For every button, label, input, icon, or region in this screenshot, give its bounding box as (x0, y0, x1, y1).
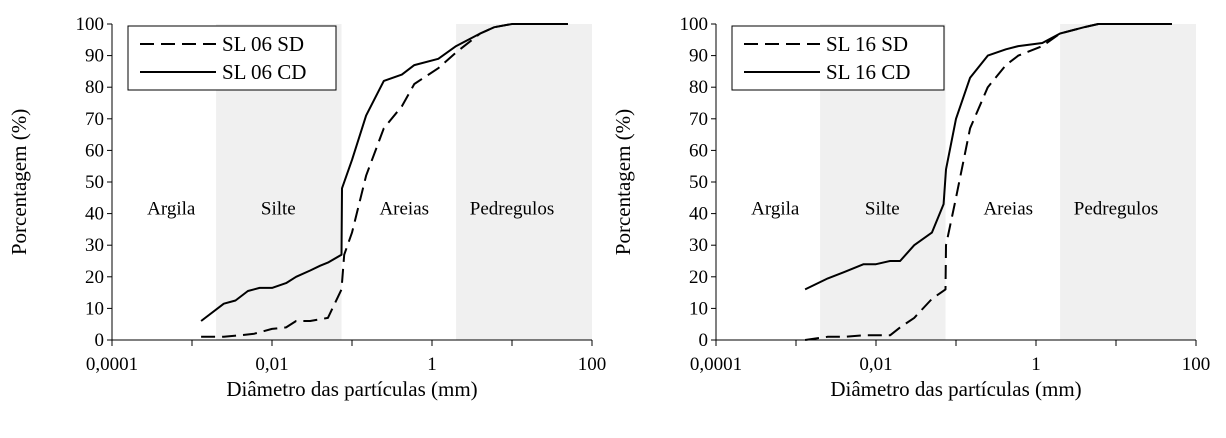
region-label: Silte (865, 198, 900, 219)
legend: SL 06 SD SL 06 CD (127, 25, 337, 91)
region-label: Argila (147, 198, 196, 219)
x-tick-label: 0,0001 (86, 354, 138, 375)
y-tick-label: 20 (85, 267, 104, 288)
x-tick-label: 0,01 (859, 354, 892, 375)
legend-label: SL 16 CD (826, 60, 910, 84)
x-tick-label: 100 (578, 354, 607, 375)
y-tick-label: 40 (689, 204, 708, 225)
y-tick-label: 70 (689, 109, 708, 130)
x-tick-label: 100 (1182, 354, 1211, 375)
y-tick-label: 80 (689, 77, 708, 98)
series-line-solid (200, 23, 568, 322)
x-tick-label: 0,01 (255, 354, 288, 375)
region-label: Pedregulos (470, 198, 554, 219)
chart-panel-1: Argila Silte Areias Pedregulos 0 10 20 30 40 50 60… (7, 14, 606, 401)
x-axis-title: Diâmetro das partículas (mm) (830, 377, 1081, 401)
y-tick-label: 100 (680, 14, 709, 35)
x-tick-label: 1 (1031, 354, 1041, 375)
legend-label: SL 06 SD (222, 32, 304, 56)
y-tick-label: 0 (699, 330, 709, 351)
region-label: Areias (379, 198, 429, 219)
y-tick-label: 60 (689, 140, 708, 161)
y-tick-label: 30 (85, 235, 104, 256)
y-tick-label: 90 (689, 46, 708, 67)
region-label: Areias (983, 198, 1033, 219)
region-label: Silte (261, 198, 296, 219)
y-axis-title: Porcentagem (%) (611, 109, 635, 255)
y-tick-label: 20 (689, 267, 708, 288)
y-axis-title: Porcentagem (%) (7, 109, 31, 255)
legend-label: SL 06 CD (222, 60, 306, 84)
legend: SL 16 SD SL 16 CD (731, 25, 945, 91)
legend-label: SL 16 SD (826, 32, 908, 56)
y-tick-label: 60 (85, 140, 104, 161)
x-axis-title: Diâmetro das partículas (mm) (226, 377, 477, 401)
y-tick-label: 80 (85, 77, 104, 98)
y-tick-label: 0 (95, 330, 105, 351)
chart-panel-2: Argila Silte Areias Pedregulos 0 10 20 30 40 50 60… (611, 14, 1210, 401)
y-tick-label: 70 (85, 109, 104, 130)
region-label: Argila (751, 198, 800, 219)
legend-box (731, 25, 945, 91)
y-tick-label: 50 (689, 172, 708, 193)
region-label: Pedregulos (1074, 198, 1158, 219)
shaded-band (456, 24, 592, 340)
series-line-solid (804, 23, 1172, 291)
x-tick-label: 1 (427, 354, 437, 375)
y-tick-label: 100 (76, 14, 105, 35)
legend-box (127, 25, 337, 91)
shaded-band (1060, 24, 1196, 340)
y-tick-label: 10 (689, 298, 708, 319)
y-tick-label: 30 (689, 235, 708, 256)
y-tick-label: 10 (85, 298, 104, 319)
x-tick-label: 0,0001 (690, 354, 742, 375)
y-tick-label: 40 (85, 204, 104, 225)
y-tick-label: 50 (85, 172, 104, 193)
y-tick-label: 90 (85, 46, 104, 67)
